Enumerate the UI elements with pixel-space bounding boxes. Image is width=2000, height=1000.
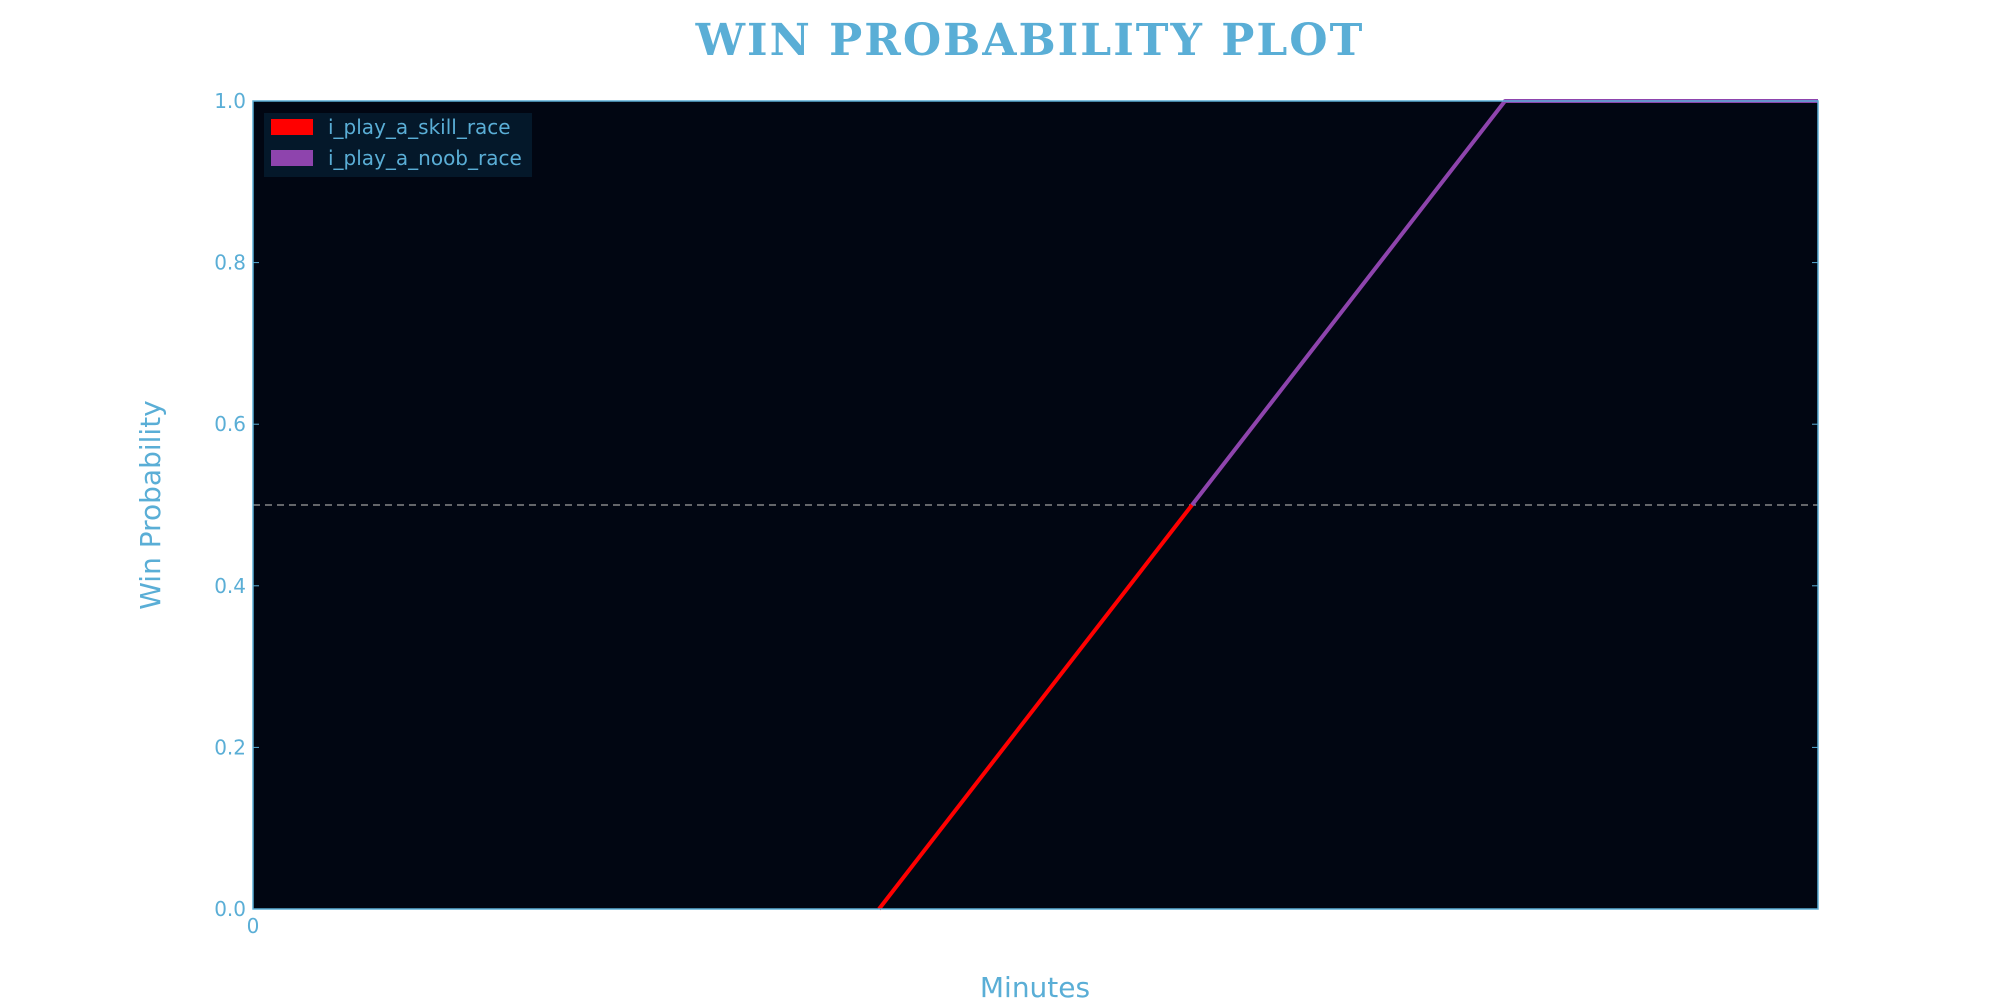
x-tick-label: 0: [247, 914, 260, 938]
x-axis: 0: [247, 914, 260, 938]
chart-title: WIN PROBABILITY PLOT: [695, 15, 1365, 66]
y-tick-label: 0.0: [214, 897, 246, 921]
legend-label-i_play_a_skill_race: i_play_a_skill_race: [328, 115, 511, 139]
plot-frame: [252, 100, 1819, 910]
y-tick-label: 1.0: [214, 89, 246, 113]
series-line-i_play_a_skill_race: [877, 503, 1194, 911]
y-axis-label: Win Probability: [134, 400, 167, 610]
legend-label-i_play_a_noob_race: i_play_a_noob_race: [328, 146, 522, 170]
y-tick-label: 0.6: [214, 412, 246, 436]
y-tick-label: 0.8: [214, 251, 246, 275]
y-tick-label: 0.2: [214, 735, 246, 759]
y-axis: 0.0 0.2 0.4 0.6 0.8 1.0: [214, 89, 1818, 921]
x-axis-label: Minutes: [980, 971, 1090, 1000]
y-tick-label: 0.4: [214, 574, 246, 598]
legend-swatch-i_play_a_noob_race: [271, 150, 313, 166]
legend: i_play_a_skill_race i_play_a_noob_race: [264, 113, 532, 177]
legend-swatch-i_play_a_skill_race: [271, 119, 313, 135]
